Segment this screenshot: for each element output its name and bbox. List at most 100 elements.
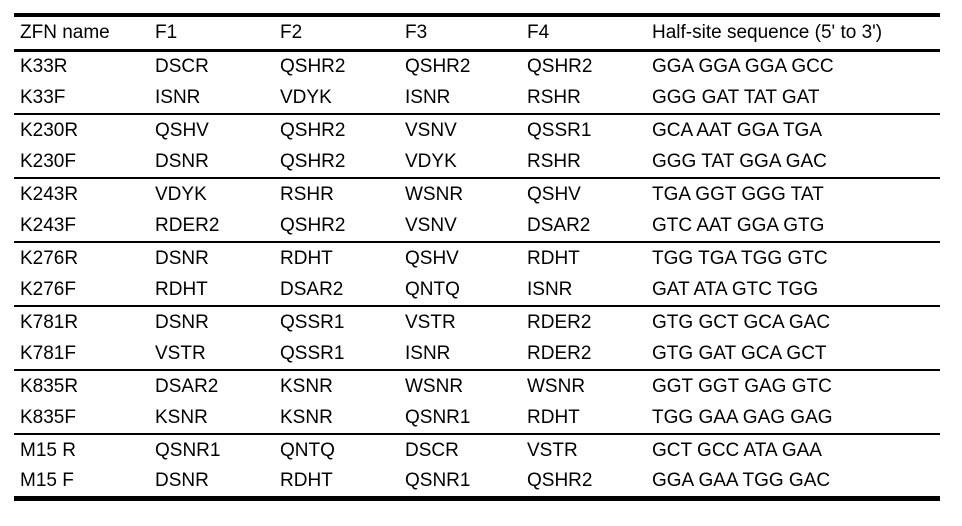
cell-f2: QSSR1 xyxy=(280,343,345,364)
cell-half-site: GCT GCC ATA GAA xyxy=(652,440,822,461)
cell-zfn-name: K781F xyxy=(20,343,76,364)
cell-f1: KSNR xyxy=(155,407,208,428)
cell-f3: WSNR xyxy=(405,376,464,397)
cell-f2: QNTQ xyxy=(280,440,335,461)
cell-f4: DSAR2 xyxy=(527,215,591,236)
cell-half-site: GTC AAT GGA GTG xyxy=(652,215,825,236)
cell-f1: DSNR xyxy=(155,470,209,492)
cell-zfn-name: K243R xyxy=(20,184,79,205)
table-row: K33F ISNR VDYK ISNR RSHR GGG GAT TAT GAT xyxy=(14,82,940,114)
col-header-f3: F3 xyxy=(405,22,428,44)
cell-half-site: TGA GGT GGG TAT xyxy=(652,184,824,205)
cell-f4: RSHR xyxy=(527,87,581,108)
cell-f4: QSSR1 xyxy=(527,120,592,141)
cell-zfn-name: K835F xyxy=(20,407,76,428)
cell-f4: QSHR2 xyxy=(527,56,593,78)
cell-f1: DSNR xyxy=(155,151,209,172)
cell-f3: VSTR xyxy=(405,312,456,333)
cell-zfn-name: M15 F xyxy=(20,470,74,492)
cell-f1: QSHV xyxy=(155,120,209,141)
cell-f3: QSNR1 xyxy=(405,407,471,428)
cell-half-site: TGG GAA GAG GAG xyxy=(652,407,833,428)
cell-zfn-name: K243F xyxy=(20,215,76,236)
cell-f4: WSNR xyxy=(527,376,586,397)
cell-f2: VDYK xyxy=(280,87,332,108)
cell-f1: DSNR xyxy=(155,312,209,333)
cell-f2: RDHT xyxy=(280,470,333,492)
cell-f2: RDHT xyxy=(280,248,333,269)
cell-f1: DSAR2 xyxy=(155,376,219,397)
table-row: K243F RDER2 QSHR2 VSNV DSAR2 GTC AAT GGA… xyxy=(14,210,940,242)
cell-f4: QSHR2 xyxy=(527,470,593,492)
zfn-table-container: ZFN name F1 F2 F3 F4 Half-site sequence … xyxy=(14,13,940,501)
cell-f3: WSNR xyxy=(405,184,464,205)
table-row: K781F VSTR QSSR1 ISNR RDER2 GTG GAT GCA … xyxy=(14,338,940,370)
cell-half-site: GGA GGA GGA GCC xyxy=(652,56,834,78)
cell-f2: KSNR xyxy=(280,376,333,397)
table-row: M15 R QSNR1 QNTQ DSCR VSTR GCT GCC ATA G… xyxy=(14,434,940,466)
cell-f1: VSTR xyxy=(155,343,206,364)
table-row: K276R DSNR RDHT QSHV RDHT TGG TGA TGG GT… xyxy=(14,242,940,274)
cell-zfn-name: K835R xyxy=(20,376,79,397)
cell-half-site: GGA GAA TGG GAC xyxy=(652,470,831,492)
cell-zfn-name: K230F xyxy=(20,151,76,172)
cell-f3: QSHR2 xyxy=(405,56,471,78)
cell-f3: QSNR1 xyxy=(405,470,471,492)
cell-f1: RDHT xyxy=(155,279,208,300)
cell-f4: RSHR xyxy=(527,151,581,172)
col-header-f1: F1 xyxy=(155,22,178,44)
cell-f2: QSHR2 xyxy=(280,151,346,172)
header-row: ZFN name F1 F2 F3 F4 Half-site sequence … xyxy=(14,15,940,50)
table-header: ZFN name F1 F2 F3 F4 Half-site sequence … xyxy=(14,15,940,50)
cell-f4: RDHT xyxy=(527,248,580,269)
table-row: K835F KSNR KSNR QSNR1 RDHT TGG GAA GAG G… xyxy=(14,402,940,434)
cell-f2: DSAR2 xyxy=(280,279,344,300)
cell-f2: QSHR2 xyxy=(280,56,346,78)
cell-f3: VSNV xyxy=(405,215,457,236)
table-row: K781R DSNR QSSR1 VSTR RDER2 GTG GCT GCA … xyxy=(14,306,940,338)
col-header-zfn-name: ZFN name xyxy=(20,22,110,44)
cell-f2: QSHR2 xyxy=(280,120,346,141)
cell-zfn-name: K276F xyxy=(20,279,76,300)
cell-f4: RDER2 xyxy=(527,343,592,364)
cell-f2: QSSR1 xyxy=(280,312,345,333)
cell-half-site: GGT GGT GAG GTC xyxy=(652,376,832,397)
cell-zfn-name: K276R xyxy=(20,248,79,269)
cell-zfn-name: K781R xyxy=(20,312,79,333)
table-row: K230R QSHV QSHR2 VSNV QSSR1 GCA AAT GGA … xyxy=(14,114,940,146)
cell-half-site: GAT ATA GTC TGG xyxy=(652,279,819,300)
table-row: K835R DSAR2 KSNR WSNR WSNR GGT GGT GAG G… xyxy=(14,370,940,402)
cell-half-site: GGG TAT GGA GAC xyxy=(652,151,827,172)
cell-f1: DSNR xyxy=(155,248,209,269)
cell-f3: DSCR xyxy=(405,440,459,461)
cell-f3: VSNV xyxy=(405,120,457,141)
zfn-table: ZFN name F1 F2 F3 F4 Half-site sequence … xyxy=(14,13,940,501)
cell-half-site: TGG TGA TGG GTC xyxy=(652,248,828,269)
cell-f1: DSCR xyxy=(155,56,209,78)
table-row: M15 F DSNR RDHT QSNR1 QSHR2 GGA GAA TGG … xyxy=(14,466,940,498)
table-row: K276F RDHT DSAR2 QNTQ ISNR GAT ATA GTC T… xyxy=(14,274,940,306)
cell-f1: ISNR xyxy=(155,87,201,108)
cell-f4: RDER2 xyxy=(527,312,592,333)
col-header-half-site: Half-site sequence (5' to 3') xyxy=(652,22,883,44)
table-row: K243R VDYK RSHR WSNR QSHV TGA GGT GGG TA… xyxy=(14,178,940,210)
cell-f3: QNTQ xyxy=(405,279,460,300)
cell-f2: QSHR2 xyxy=(280,215,346,236)
cell-f1: QSNR1 xyxy=(155,440,221,461)
cell-f2: KSNR xyxy=(280,407,333,428)
cell-f2: RSHR xyxy=(280,184,334,205)
table-row: K33R DSCR QSHR2 QSHR2 QSHR2 GGA GGA GGA … xyxy=(14,50,940,82)
cell-f3: ISNR xyxy=(405,87,451,108)
cell-f1: VDYK xyxy=(155,184,207,205)
cell-f3: QSHV xyxy=(405,248,459,269)
table-body: K33R DSCR QSHR2 QSHR2 QSHR2 GGA GGA GGA … xyxy=(14,50,940,498)
cell-half-site: GTG GAT GCA GCT xyxy=(652,343,827,364)
cell-zfn-name: M15 R xyxy=(20,440,76,461)
cell-zfn-name: K230R xyxy=(20,120,79,141)
cell-half-site: GTG GCT GCA GAC xyxy=(652,312,831,333)
cell-f1: RDER2 xyxy=(155,215,220,236)
cell-half-site: GGG GAT TAT GAT xyxy=(652,87,820,108)
cell-zfn-name: K33F xyxy=(20,87,66,108)
table-row: K230F DSNR QSHR2 VDYK RSHR GGG TAT GGA G… xyxy=(14,146,940,178)
cell-f3: VDYK xyxy=(405,151,457,172)
